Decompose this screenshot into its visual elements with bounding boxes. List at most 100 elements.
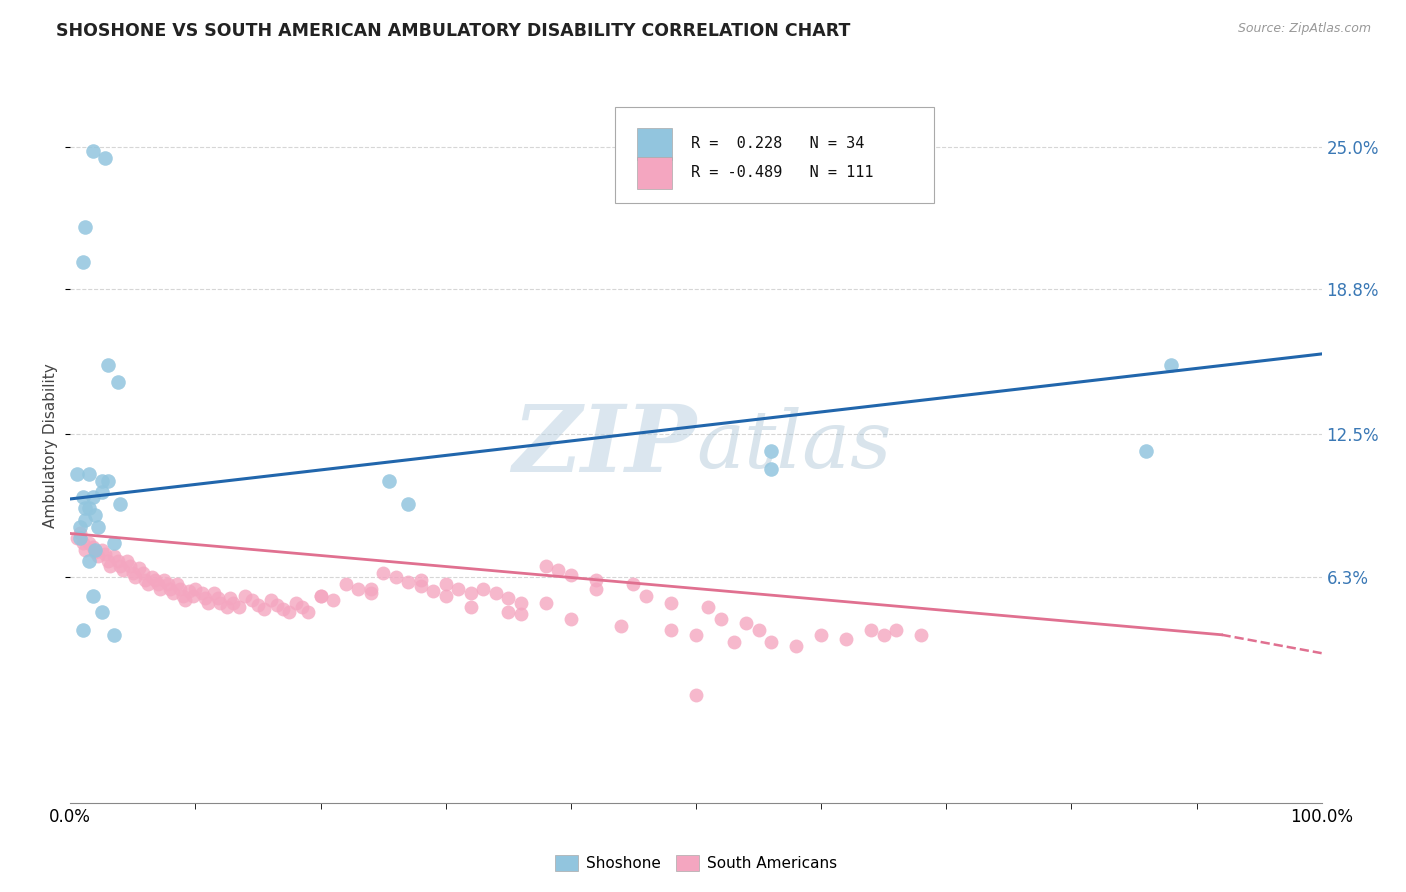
Point	[134, 573, 156, 587]
Point	[172, 589, 194, 603]
Point	[202, 586, 225, 600]
Point	[360, 586, 382, 600]
Point	[141, 570, 163, 584]
Point	[194, 591, 217, 605]
Point	[75, 501, 97, 516]
Point	[166, 577, 188, 591]
Point	[82, 490, 104, 504]
Text: SHOSHONE VS SOUTH AMERICAN AMBULATORY DISABILITY CORRELATION CHART: SHOSHONE VS SOUTH AMERICAN AMBULATORY DI…	[56, 22, 851, 40]
Point	[472, 582, 495, 596]
Point	[447, 582, 470, 596]
Point	[335, 577, 357, 591]
Point	[77, 535, 100, 549]
Point	[360, 582, 382, 596]
Point	[873, 628, 896, 642]
Point	[623, 577, 645, 591]
Point	[111, 563, 134, 577]
Text: R =  0.228   N = 34: R = 0.228 N = 34	[690, 136, 865, 152]
Point	[153, 573, 176, 587]
Point	[110, 558, 132, 573]
Point	[634, 589, 657, 603]
Point	[103, 535, 125, 549]
Point	[90, 474, 112, 488]
Point	[215, 600, 238, 615]
Point	[115, 554, 138, 568]
Point	[222, 595, 245, 609]
Point	[291, 600, 314, 615]
Point	[271, 602, 294, 616]
Point	[409, 573, 432, 587]
Point	[82, 541, 104, 555]
Point	[82, 589, 104, 603]
Point	[146, 577, 169, 591]
Text: Source: ZipAtlas.com: Source: ZipAtlas.com	[1237, 22, 1371, 36]
Point	[309, 589, 332, 603]
Point	[97, 474, 120, 488]
Point	[84, 542, 107, 557]
Point	[278, 605, 301, 619]
Point	[759, 634, 782, 648]
Point	[434, 577, 457, 591]
Point	[75, 220, 97, 235]
Point	[75, 513, 97, 527]
Point	[97, 359, 120, 373]
Point	[723, 634, 745, 648]
Point	[373, 566, 395, 580]
Bar	[637, 157, 672, 189]
Point	[97, 554, 120, 568]
Point	[835, 632, 858, 647]
Point	[585, 582, 607, 596]
Point	[253, 602, 276, 616]
Point	[685, 688, 707, 702]
Point	[87, 549, 110, 564]
Point	[174, 593, 197, 607]
Point	[219, 591, 242, 605]
Text: R = -0.489   N = 111: R = -0.489 N = 111	[690, 165, 873, 180]
Point	[659, 595, 682, 609]
Point	[560, 568, 582, 582]
Point	[585, 573, 607, 587]
Point	[485, 586, 508, 600]
Point	[460, 600, 482, 615]
Point	[156, 577, 179, 591]
Point	[75, 542, 97, 557]
Point	[297, 605, 319, 619]
Point	[90, 605, 112, 619]
Point	[122, 566, 145, 580]
Point	[190, 586, 212, 600]
Point	[77, 554, 100, 568]
Point	[98, 558, 121, 573]
Point	[434, 589, 457, 603]
Point	[90, 542, 112, 557]
Point	[685, 628, 707, 642]
Point	[207, 591, 229, 605]
Point	[197, 595, 219, 609]
Bar	[637, 128, 672, 160]
Point	[107, 375, 129, 389]
Point	[84, 508, 107, 522]
Point	[72, 490, 94, 504]
Point	[77, 501, 100, 516]
Point	[378, 474, 401, 488]
Point	[884, 623, 907, 637]
Point	[785, 640, 807, 654]
Point	[534, 558, 557, 573]
Bar	[614, 107, 934, 203]
Point	[149, 582, 172, 596]
Point	[235, 589, 257, 603]
Point	[184, 582, 207, 596]
Point	[132, 566, 155, 580]
Point	[169, 582, 191, 596]
Point	[94, 547, 117, 561]
Point	[145, 573, 167, 587]
Point	[659, 623, 682, 637]
Point	[259, 593, 281, 607]
Point	[509, 607, 531, 621]
Point	[72, 255, 94, 269]
Point	[72, 535, 94, 549]
Point	[610, 618, 633, 632]
Point	[94, 151, 117, 165]
Point	[1160, 359, 1182, 373]
Point	[759, 443, 782, 458]
Point	[136, 577, 159, 591]
